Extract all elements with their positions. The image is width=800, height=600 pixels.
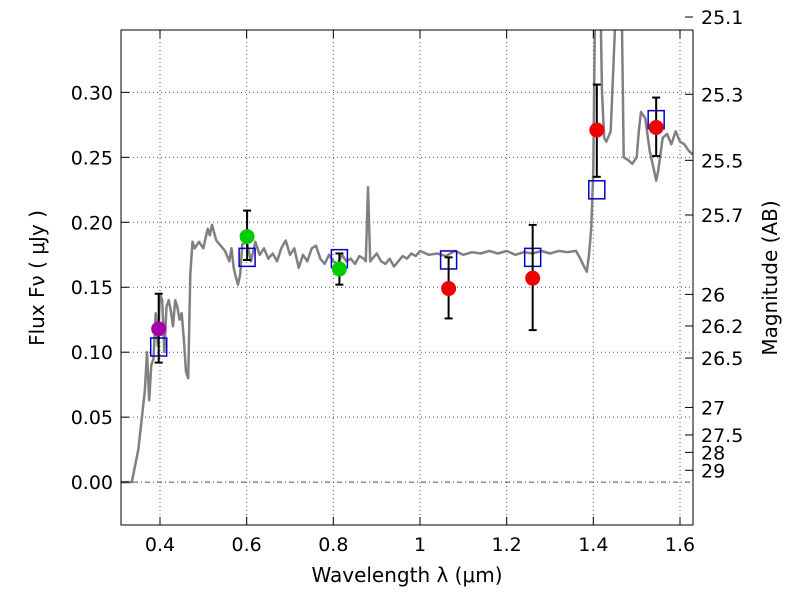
y-tick-label: 0.25 (71, 147, 113, 169)
observed-photometry-markers (151, 119, 664, 337)
y-tick-label: 0.30 (71, 82, 113, 104)
y-tick-label: 0.20 (71, 212, 113, 234)
right-tick-label: 25.7 (701, 205, 743, 227)
y-tick-label: 0.15 (71, 277, 113, 299)
x-tick-label: 1.2 (492, 534, 522, 556)
observed-flux-point (441, 281, 457, 297)
x-axis-label: Wavelength λ (μm) (311, 563, 502, 587)
observed-flux-point (151, 321, 167, 337)
observed-flux-point (525, 270, 541, 286)
right-tick-label: 26.5 (701, 348, 743, 370)
observed-flux-point (239, 229, 255, 245)
y-tick-label: 0.10 (71, 342, 113, 364)
right-tick-label: 25.3 (701, 84, 743, 106)
x-axis-ticks: 0.4 0.6 0.8 1 1.2 1.4 1.6 (145, 30, 695, 556)
right-tick-label: 25.5 (701, 150, 743, 172)
right-tick-label: 28 (701, 442, 725, 464)
x-tick-label: 0.8 (318, 534, 348, 556)
sed-line (121, 30, 693, 484)
right-tick-label: 29 (701, 460, 725, 482)
y-axis-ticks: 0.00 0.05 0.10 0.15 0.20 0.25 0.30 (71, 82, 129, 494)
right-tick-label: 27.5 (701, 425, 743, 447)
right-tick-label: 26.2 (701, 316, 743, 338)
plot-frame (120, 29, 694, 526)
y-axis-label: Flux Fν ( μJy ) (25, 210, 49, 346)
right-tick-label: 26 (701, 284, 725, 306)
x-tick-label: 0.4 (145, 534, 175, 556)
x-tick-label: 1.4 (578, 534, 608, 556)
observed-flux-point (331, 261, 347, 277)
observed-flux-point (648, 119, 664, 135)
right-tick-label: 27 (701, 397, 725, 419)
y-tick-label: 0.05 (71, 407, 113, 429)
right-axis-label: Magnitude (AB) (758, 200, 782, 355)
y-tick-label: 0.00 (71, 472, 113, 494)
right-tick-label: 25.1 (701, 7, 743, 29)
plot-background (121, 30, 693, 525)
observed-flux-point (589, 122, 605, 138)
x-tick-label: 1 (414, 534, 426, 556)
model-sed-spectrum (121, 30, 693, 484)
x-tick-label: 1.6 (665, 534, 695, 556)
model-flux-square (588, 180, 606, 200)
x-tick-label: 0.6 (232, 534, 262, 556)
